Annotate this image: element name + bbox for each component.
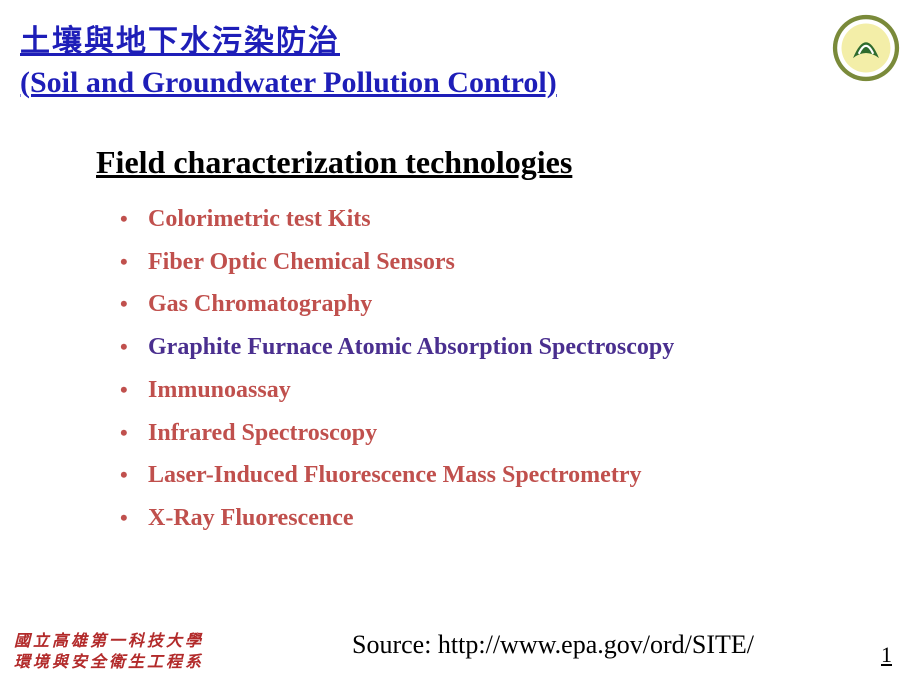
list-item: • Immunoassay	[120, 369, 674, 412]
bullet-icon: •	[120, 413, 148, 452]
list-item: • Graphite Furnace Atomic Absorption Spe…	[120, 326, 674, 369]
bullet-text: X-Ray Fluorescence	[148, 497, 354, 540]
bullet-icon: •	[120, 327, 148, 366]
footer-line-2: 環境與安全衛生工程系	[14, 653, 204, 674]
list-item: • Fiber Optic Chemical Sensors	[120, 241, 674, 284]
bullet-list: • Colorimetric test Kits • Fiber Optic C…	[120, 198, 674, 540]
bullet-text: Fiber Optic Chemical Sensors	[148, 241, 455, 284]
list-item: • Laser-Induced Fluorescence Mass Spectr…	[120, 454, 674, 497]
section-heading: Field characterization technologies	[96, 144, 572, 181]
title-english: (Soil and Groundwater Pollution Control)	[20, 63, 557, 104]
bullet-text: Gas Chromatography	[148, 283, 372, 326]
bullet-text: Graphite Furnace Atomic Absorption Spect…	[148, 326, 674, 369]
bullet-icon: •	[120, 242, 148, 281]
bullet-icon: •	[120, 455, 148, 494]
bullet-text: Laser-Induced Fluorescence Mass Spectrom…	[148, 454, 641, 497]
bullet-text: Immunoassay	[148, 369, 291, 412]
footer-institution: 國立高雄第一科技大學 環境與安全衛生工程系	[14, 632, 204, 674]
footer-line-1: 國立高雄第一科技大學	[14, 632, 204, 653]
bullet-icon: •	[120, 199, 148, 238]
bullet-text: Infrared Spectroscopy	[148, 412, 377, 455]
source-line: Source: http://www.epa.gov/ord/SITE/	[352, 630, 754, 660]
title-chinese: 土壤與地下水污染防治	[20, 22, 557, 63]
bullet-icon: •	[120, 370, 148, 409]
bullet-icon: •	[120, 284, 148, 323]
list-item: • Colorimetric test Kits	[120, 198, 674, 241]
org-logo	[830, 12, 902, 84]
list-item: • Gas Chromatography	[120, 283, 674, 326]
list-item: • X-Ray Fluorescence	[120, 497, 674, 540]
list-item: • Infrared Spectroscopy	[120, 412, 674, 455]
bullet-text: Colorimetric test Kits	[148, 198, 371, 241]
page-number: 1	[881, 642, 892, 668]
slide-title: 土壤與地下水污染防治 (Soil and Groundwater Polluti…	[20, 22, 557, 103]
bullet-icon: •	[120, 498, 148, 537]
